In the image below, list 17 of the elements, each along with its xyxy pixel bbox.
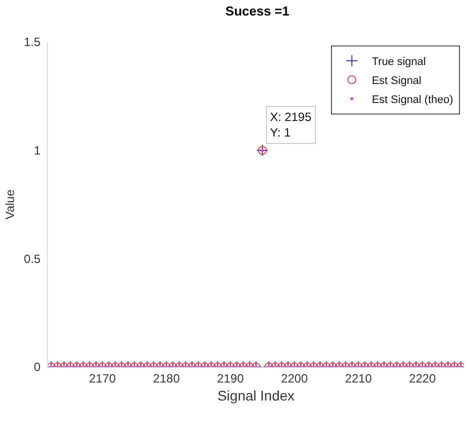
chart-title: Sucess =1 <box>225 3 290 18</box>
x-tick-label: 2170 <box>89 371 116 386</box>
annotation: X: 2195 Y: 1 <box>270 110 312 140</box>
x-tick-label: 2220 <box>409 371 436 386</box>
legend-label: True signal <box>372 56 426 68</box>
x-axis-title: Signal Index <box>217 388 295 404</box>
y-tick-label: 1.5 <box>24 35 41 50</box>
y-tick-label: 1 <box>34 144 41 158</box>
legend-label: Est Signal (theo) <box>372 94 454 106</box>
legend-label: Est Signal <box>372 75 422 88</box>
y-tick-label: 0 <box>34 360 41 374</box>
x-tick-label: 2180 <box>153 371 180 386</box>
x-tick-label: 2190 <box>217 371 244 386</box>
y-axis-title: Value <box>3 189 17 220</box>
x-tick-label: 2210 <box>345 371 372 386</box>
x-tick-label: 2200 <box>281 371 308 386</box>
y-tick-label: 0.5 <box>24 252 41 266</box>
